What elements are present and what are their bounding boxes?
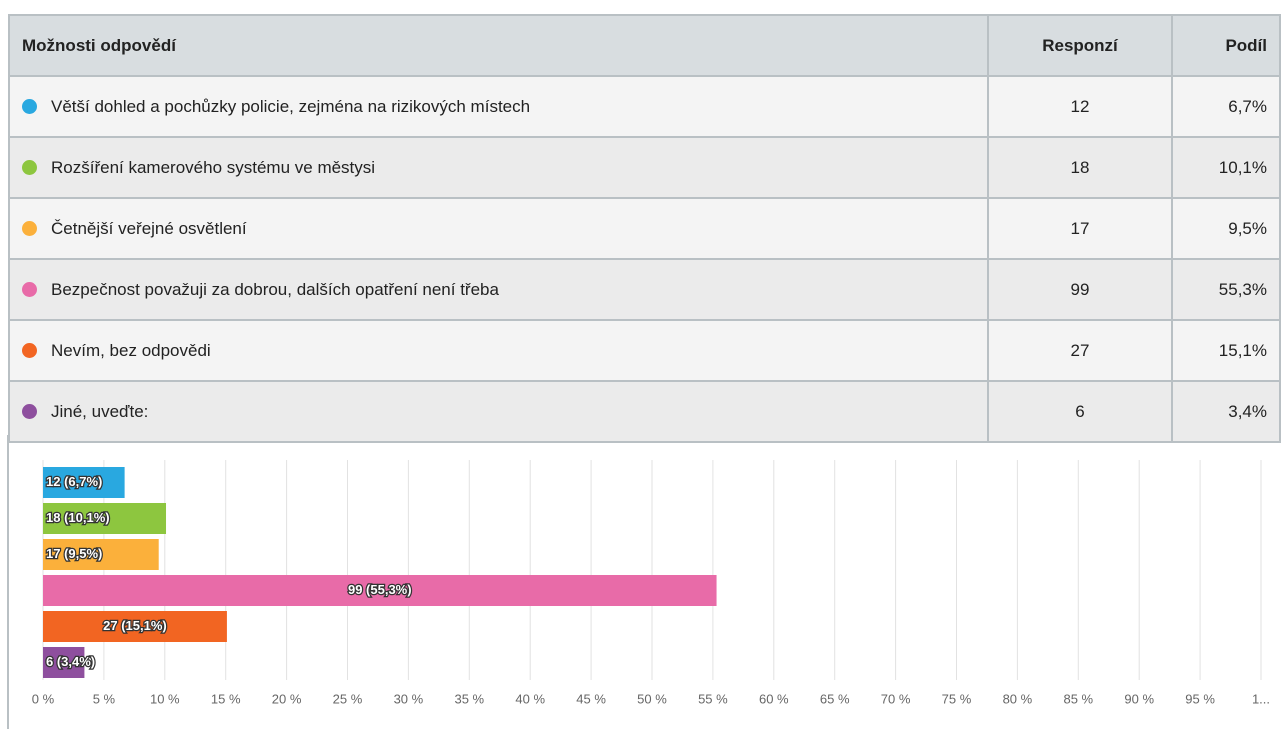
data-label: 17 (9,5%) — [46, 546, 102, 561]
x-tick-label: 25 % — [333, 691, 363, 706]
legend-dot — [22, 220, 37, 236]
x-tick-label: 70 % — [881, 691, 911, 706]
table-cell: Bezpečnost považuji za dobrou, dalších o… — [8, 258, 989, 321]
cell-text: Četnější veřejné osvětlení — [51, 218, 247, 238]
x-tick-label: 55 % — [698, 691, 728, 706]
table-cell: 6,7% — [1171, 75, 1281, 138]
data-label: 6 (3,4%) — [46, 654, 95, 669]
table-cell: 12 — [987, 75, 1173, 138]
bar — [43, 611, 227, 642]
x-tick-label: 75 % — [942, 691, 972, 706]
bar — [43, 575, 717, 606]
x-tick-label: 85 % — [1063, 691, 1093, 706]
cell-text: Nevím, bez odpovědi — [51, 340, 211, 360]
x-tick-label: 20 % — [272, 691, 302, 706]
legend-dot — [22, 281, 37, 297]
results-table: Možnosti odpovědí Responzí Podíl Větší d… — [8, 14, 1281, 443]
bar — [43, 647, 85, 678]
data-label: 27 (15,1%) — [103, 618, 167, 633]
cell-text: Jiné, uveďte: — [51, 401, 149, 421]
cell-text: 12 — [1070, 96, 1090, 116]
cell-text: 3,4% — [1228, 401, 1267, 421]
bar — [43, 503, 167, 534]
table-cell: 55,3% — [1171, 258, 1281, 321]
legend-dot — [22, 98, 37, 114]
table-cell: 17 — [987, 197, 1173, 260]
column-header: Podíl — [1171, 14, 1281, 77]
cell-text: 55,3% — [1218, 279, 1267, 299]
table-cell: 6 — [987, 380, 1173, 443]
cell-text: 99 — [1070, 279, 1090, 299]
table-cell: Četnější veřejné osvětlení — [8, 197, 989, 260]
cell-text: 6,7% — [1228, 96, 1267, 116]
table-row: Četnější veřejné osvětlení 17 9,5% — [8, 197, 1281, 260]
chart: 0 % 5 % 10 % 15 % 20 % 25 % 30 % 35 % 40 % 45 % 50… — [7, 435, 1270, 729]
x-tick-label: 50 % — [637, 691, 667, 706]
x-tick-label: 90 % — [1124, 691, 1154, 706]
data-label: 18 (10,1%) — [46, 510, 110, 525]
bar — [43, 539, 159, 570]
table-cell: 27 — [987, 319, 1173, 382]
cell-text: 6 — [1075, 401, 1085, 421]
cell-text: 17 — [1070, 218, 1090, 238]
x-tick-label: 0 % — [32, 691, 55, 706]
legend-dot — [22, 159, 37, 175]
x-tick-label: 45 % — [576, 691, 606, 706]
x-tick-label: 30 % — [394, 691, 424, 706]
x-tick-label: 15 % — [211, 691, 241, 706]
column-header: Možnosti odpovědí — [8, 14, 989, 77]
bar — [43, 467, 125, 498]
x-tick-label: 1... — [1252, 691, 1270, 706]
table-row: Rozšíření kamerového systému ve městysi 1… — [8, 136, 1281, 199]
x-tick-label: 60 % — [759, 691, 789, 706]
x-tick-label: 80 % — [1003, 691, 1033, 706]
data-label: 99 (55,3%) — [348, 582, 412, 597]
x-tick-label: 5 % — [93, 691, 116, 706]
cell-text: Bezpečnost považuji za dobrou, dalších o… — [51, 279, 499, 299]
cell-text: 18 — [1070, 157, 1090, 177]
table-cell: Rozšíření kamerového systému ve městysi — [8, 136, 989, 199]
x-tick-label: 65 % — [820, 691, 850, 706]
column-header: Responzí — [987, 14, 1173, 77]
cell-text: Rozšíření kamerového systému ve městysi — [51, 157, 376, 177]
x-tick-label: 10 % — [150, 691, 180, 706]
header-row: Možnosti odpovědí Responzí Podíl — [8, 14, 1281, 77]
table-cell: 99 — [987, 258, 1173, 321]
cell-text: 27 — [1070, 340, 1090, 360]
cell-text: 15,1% — [1218, 340, 1267, 360]
table-cell: Jiné, uveďte: — [8, 380, 989, 443]
table-cell: Nevím, bez odpovědi — [8, 319, 989, 382]
table-row: Bezpečnost považuji za dobrou, dalších o… — [8, 258, 1281, 321]
data-label: 12 (6,7%) — [46, 474, 102, 489]
x-tick-label: 40 % — [515, 691, 545, 706]
cell-text: 10,1% — [1218, 157, 1267, 177]
x-tick-label: 35 % — [454, 691, 484, 706]
table-cell: 18 — [987, 136, 1173, 199]
table-row: Větší dohled a pochůzky policie, zejména… — [8, 75, 1281, 138]
table-cell: 3,4% — [1171, 380, 1281, 443]
table-cell: 10,1% — [1171, 136, 1281, 199]
cell-text: 9,5% — [1228, 218, 1267, 238]
cell-text: Větší dohled a pochůzky policie, zejména… — [51, 96, 531, 116]
table-cell: Větší dohled a pochůzky policie, zejména… — [8, 75, 989, 138]
table-cell: 9,5% — [1171, 197, 1281, 260]
table-cell: 15,1% — [1171, 319, 1281, 382]
table-body: Větší dohled a pochůzky policie, zejména… — [8, 75, 1281, 443]
legend-dot — [22, 403, 37, 419]
table-row: Nevím, bez odpovědi 27 15,1% — [8, 319, 1281, 382]
x-tick-label: 95 % — [1185, 691, 1215, 706]
legend-dot — [22, 342, 37, 358]
table-row: Jiné, uveďte: 6 3,4% — [8, 380, 1281, 443]
